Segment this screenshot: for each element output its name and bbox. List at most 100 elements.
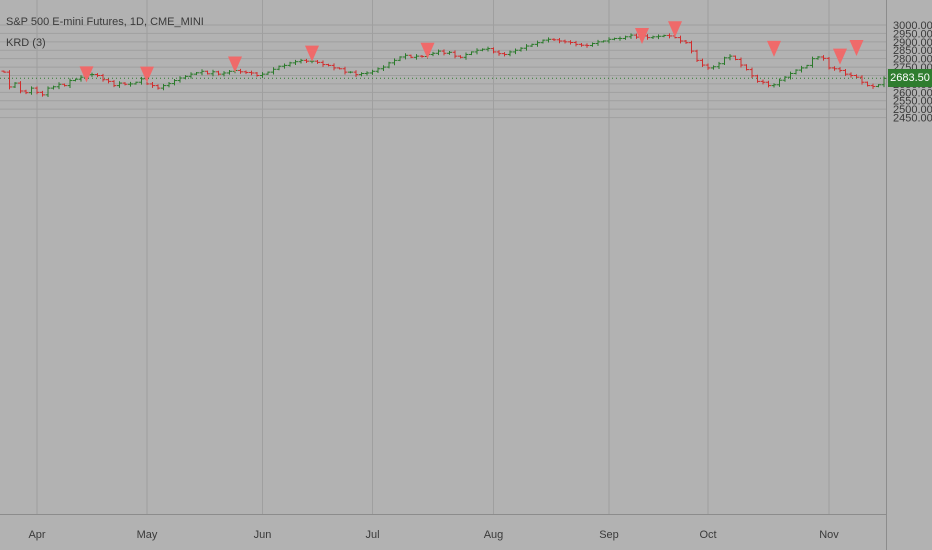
ohlc-bar <box>606 37 612 44</box>
ohlc-bar <box>7 70 12 90</box>
ohlc-bar <box>793 69 799 75</box>
ohlc-bar <box>375 67 381 73</box>
ohlc-bar <box>381 65 386 71</box>
ohlc-bar <box>430 51 436 57</box>
ohlc-bar <box>128 81 133 87</box>
ohlc-bar <box>111 80 117 88</box>
ohlc-bar <box>513 48 518 55</box>
ohlc-bar <box>579 43 584 47</box>
ohlc-bar <box>491 47 496 54</box>
ohlc-bar <box>414 54 419 60</box>
y-tick-label: 2600.00 <box>893 87 932 99</box>
ohlc-bar <box>529 43 535 47</box>
ohlc-bar <box>447 50 452 55</box>
ohlc-bar <box>474 48 480 55</box>
ohlc-bar <box>441 49 447 56</box>
ohlc-bar <box>227 69 232 75</box>
ohlc-bar <box>568 40 573 45</box>
ohlc-bar <box>815 56 821 60</box>
ohlc-bar <box>650 35 656 40</box>
ohlc-bar <box>738 57 744 68</box>
ohlc-bar <box>722 56 727 65</box>
y-tick-label: 3000.00 <box>893 20 932 32</box>
ohlc-bar <box>782 75 788 82</box>
ohlc-bar <box>452 50 458 59</box>
ohlc-bar <box>870 83 876 89</box>
ohlc-bar <box>518 47 524 52</box>
ohlc-bar <box>282 63 287 69</box>
ohlc-bar <box>95 73 100 78</box>
ohlc-bar <box>469 51 474 56</box>
ohlc-bar <box>139 76 144 85</box>
ohlc-bar <box>155 84 161 90</box>
ohlc-bar <box>238 68 243 74</box>
ohlc-bar <box>700 58 705 68</box>
y-tick-label: 2450.00 <box>893 113 932 125</box>
ohlc-bar <box>678 35 683 44</box>
ohlc-bar <box>683 40 689 44</box>
y-tick-label: 2900.00 <box>893 37 932 49</box>
ohlc-bar <box>100 73 106 82</box>
ohlc-bar <box>419 55 425 58</box>
ohlc-bar <box>612 37 617 41</box>
ohlc-bar <box>199 69 205 76</box>
ohlc-bar <box>315 59 320 64</box>
ohlc-bar <box>821 55 826 61</box>
ohlc-bar <box>342 66 348 75</box>
ohlc-bar <box>777 78 782 87</box>
ohlc-bar <box>458 55 463 59</box>
krd-marker <box>140 66 154 83</box>
ohlc-bar <box>628 33 634 39</box>
y-tick-label: 2950.00 <box>893 28 932 40</box>
ohlc-bar <box>51 85 56 90</box>
ohlc-bar <box>260 72 265 78</box>
ohlc-bar <box>667 33 672 39</box>
ohlc-bar <box>656 34 661 40</box>
ohlc-bar <box>485 46 491 52</box>
chart-title[interactable]: S&P 500 E-mini Futures, 1D, CME_MINI <box>6 16 204 28</box>
ohlc-bar <box>463 52 469 60</box>
ohlc-bar <box>326 63 331 67</box>
ohlc-bar <box>353 70 359 77</box>
x-tick-label: Aug <box>484 529 504 541</box>
ohlc-bar <box>843 69 848 76</box>
indicator-label[interactable]: KRD (3) <box>6 37 46 49</box>
x-tick-label: Sep <box>599 529 619 541</box>
ohlc-bar <box>848 72 854 78</box>
ohlc-bar <box>799 65 804 73</box>
krd-marker <box>849 40 864 57</box>
ohlc-bar <box>859 75 865 85</box>
ohlc-bar <box>293 59 298 66</box>
plot-area <box>0 0 886 514</box>
ohlc-bar <box>73 78 78 82</box>
krd-marker <box>635 27 649 44</box>
krd-marker <box>833 48 847 65</box>
x-tick-label: Apr <box>28 529 45 541</box>
ohlc-bar <box>348 71 353 74</box>
ohlc-bar <box>760 79 766 85</box>
ohlc-bar <box>331 63 337 71</box>
ohlc-bar <box>557 37 562 44</box>
ohlc-bar <box>496 50 502 56</box>
ohlc-bar <box>56 82 62 90</box>
ohlc-bar <box>359 72 364 77</box>
last-price-label: 2683.50 <box>888 69 932 88</box>
ohlc-bar <box>584 43 590 48</box>
ohlc-bar <box>298 58 304 64</box>
ohlc-bar <box>276 65 282 71</box>
ohlc-bar <box>540 39 546 44</box>
ohlc-bar <box>221 71 227 77</box>
ohlc-bar <box>507 50 513 57</box>
ohlc-bar <box>1 70 7 73</box>
x-tick-label: Oct <box>699 529 716 541</box>
ohlc-bar <box>436 49 441 56</box>
ohlc-bar <box>573 40 579 47</box>
ohlc-bar <box>551 38 557 42</box>
ohlc-bar <box>546 37 551 43</box>
x-tick-label: Nov <box>819 529 839 541</box>
ohlc-bar <box>694 49 700 62</box>
ohlc-bar <box>524 44 529 51</box>
ohlc-bar <box>595 39 601 46</box>
